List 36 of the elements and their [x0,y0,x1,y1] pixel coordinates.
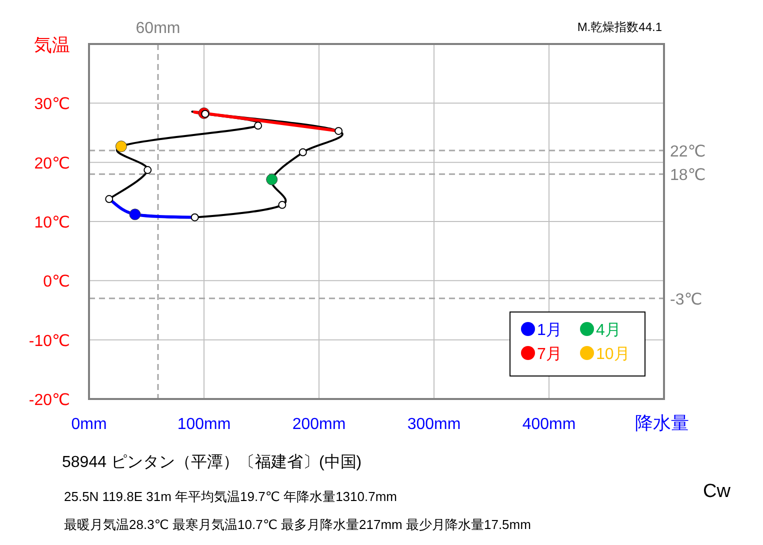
legend-label: 1月 [537,322,562,339]
y-tick-label: 0℃ [43,274,70,291]
y-tick-label: -20℃ [28,392,70,409]
x-tick-label: 100mm [177,416,231,433]
point [278,200,286,209]
y-tick-label: 30℃ [34,96,70,114]
point [144,166,152,174]
y-tick-label: 20℃ [34,155,70,172]
legend-label: 10月 [596,346,630,363]
x-tick-label: 0mm [71,416,107,433]
text: 25.5N 119.8E 31m 年平均気温19.7℃ 年降水量1310.7mm [64,489,397,504]
text: Cw [703,481,731,502]
point [115,140,127,152]
ref-line-label: -3℃ [670,291,702,308]
ref-line-label: 18℃ [670,167,706,184]
y-tick-label: -10℃ [28,332,70,350]
point [190,213,199,222]
x-tick-label: 300mm [407,416,461,433]
point [334,126,343,135]
point [129,208,141,220]
legend-label: 7月 [537,346,562,363]
x-axis-title: 降水量 [635,413,689,433]
text: M.乾燥指数44.1 [577,20,662,34]
text: 最暖月気温28.3℃ 最寒月気温10.7℃ 最多月降水量217mm 最少月降水量17.5mm [64,517,531,532]
legend-label: 4月 [596,322,621,339]
point [105,195,114,204]
x-tick-label: 400mm [522,416,576,433]
point [254,122,262,130]
x-tick-label: 200mm [292,416,346,433]
point [266,174,278,186]
y-axis-title: 気温 [34,35,70,55]
ref-line-label: 22℃ [670,144,706,160]
y-tick-label: 10℃ [34,214,70,232]
point [298,148,307,156]
ref-line-label: 60mm [136,20,180,37]
text: 58944 ピンタン（平潭）〔福建省〕(中国) [62,453,362,471]
